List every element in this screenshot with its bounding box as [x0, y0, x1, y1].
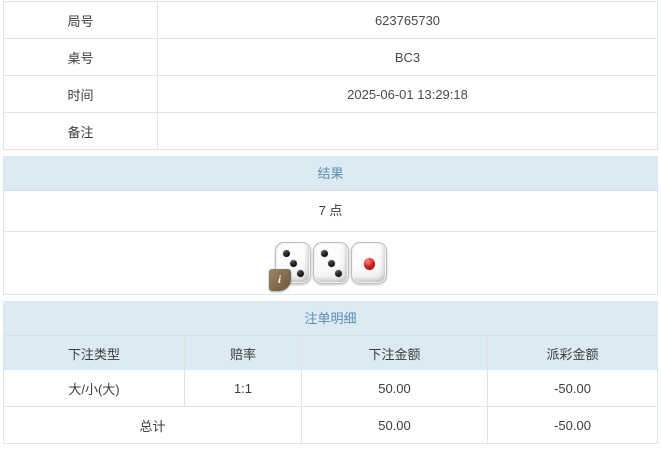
cell-odds: 1:1 — [184, 370, 302, 407]
info-label-round-no: 局号 — [4, 2, 158, 39]
table-row: 时间 2025-06-01 13:29:18 — [4, 75, 657, 113]
table-row: 局号 623765730 — [4, 2, 657, 39]
round-info-card: 局号 623765730 桌号 BC3 时间 2025-06-01 13:29:… — [3, 1, 658, 150]
result-card: 结果 7 点 i — [3, 156, 658, 295]
die-pip — [289, 260, 297, 267]
cell-payout: -50.00 — [487, 370, 657, 407]
die-pip — [327, 260, 335, 267]
column-header-odds: 赔率 — [184, 336, 302, 370]
cell-bet-amount: 50.00 — [301, 370, 488, 407]
column-header-bet-amount: 下注金额 — [301, 336, 488, 370]
result-points-value: 7 点 — [4, 191, 657, 232]
info-label-time: 时间 — [4, 75, 158, 113]
column-header-bet-type: 下注类型 — [4, 336, 185, 370]
info-badge-icon[interactable]: i — [268, 269, 291, 291]
die-pip — [282, 250, 290, 257]
die-3 — [350, 242, 387, 284]
die-pip — [296, 270, 304, 277]
table-header-row: 下注类型 赔率 下注金额 派彩金额 — [4, 336, 657, 370]
info-label-table-no: 桌号 — [4, 38, 158, 76]
die-pip — [334, 270, 342, 277]
table-row: 桌号 BC3 — [4, 38, 657, 76]
table-row: 大/小(大) 1:1 50.00 -50.00 — [4, 370, 657, 407]
info-value-round-no: 623765730 — [157, 2, 657, 39]
bet-detail-table: 下注类型 赔率 下注金额 派彩金额 大/小(大) 1:1 50.00 -50.0… — [4, 336, 657, 443]
info-label-remark: 备注 — [4, 112, 158, 149]
dice-strip: i — [268, 242, 387, 291]
die-1: i — [268, 242, 311, 291]
round-info-table: 局号 623765730 桌号 BC3 时间 2025-06-01 13:29:… — [4, 2, 657, 149]
cell-total-payout: -50.00 — [487, 406, 657, 443]
die-2 — [312, 242, 349, 284]
cell-total-label: 总计 — [4, 406, 302, 443]
column-header-payout: 派彩金额 — [487, 336, 657, 370]
dice-display-row: i — [4, 232, 657, 294]
info-value-table-no: BC3 — [157, 38, 657, 76]
cell-total-amount: 50.00 — [301, 406, 488, 443]
info-value-time: 2025-06-01 13:29:18 — [157, 75, 657, 113]
die-pip — [320, 250, 328, 257]
bet-detail-section-header: 注单明细 — [4, 302, 657, 336]
die-pip-red — [363, 258, 375, 270]
cell-bet-type: 大/小(大) — [4, 370, 185, 407]
info-value-remark — [157, 112, 657, 149]
bet-detail-card: 注单明细 下注类型 赔率 下注金额 派彩金额 大/小(大) 1:1 50.00 … — [3, 301, 658, 444]
result-section-header: 结果 — [4, 157, 657, 191]
table-row: 备注 — [4, 112, 657, 149]
table-total-row: 总计 50.00 -50.00 — [4, 406, 657, 443]
